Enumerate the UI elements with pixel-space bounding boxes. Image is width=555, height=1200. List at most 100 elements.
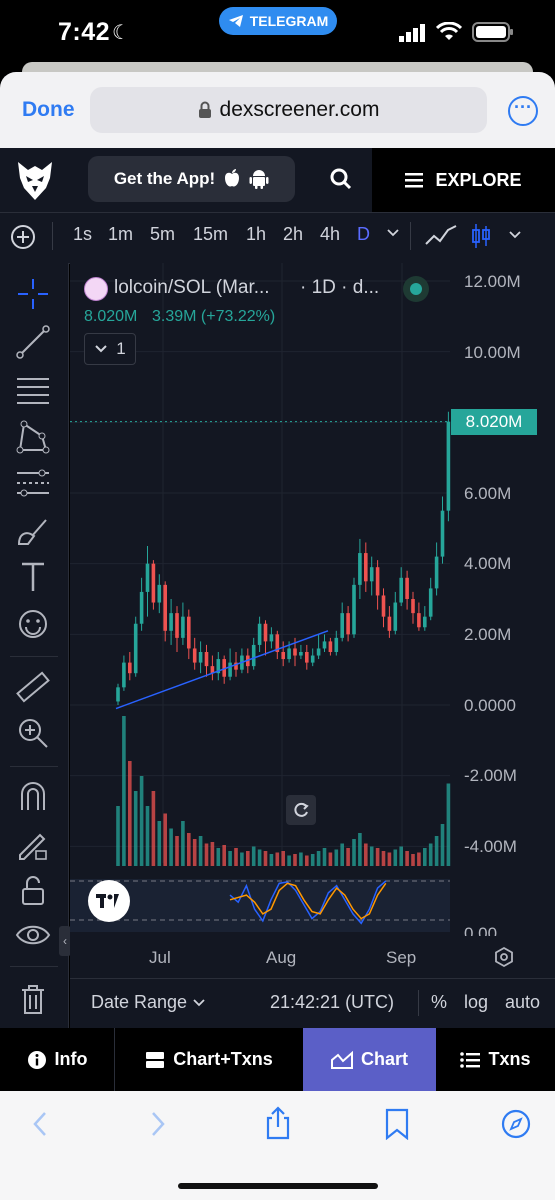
timeframe-4h[interactable]: 4h: [320, 224, 341, 244]
candle-body: [181, 616, 185, 638]
tools-divider: [10, 656, 58, 657]
candle-body: [257, 623, 262, 645]
get-app-label: Get the App!: [113, 169, 216, 188]
tab-chart[interactable]: Chart: [303, 1028, 436, 1091]
x-axis-label: Jul: [149, 948, 171, 967]
volume-bar: [116, 806, 120, 866]
pair-name[interactable]: lolcoin/SOL (Mar...: [114, 277, 270, 298]
timeframe-5m[interactable]: 5m: [150, 224, 176, 244]
volume-bar: [145, 806, 150, 866]
date-range-button[interactable]: Date Range: [91, 992, 205, 1013]
volume-bar: [157, 821, 162, 866]
chart-area[interactable]: [70, 263, 555, 978]
candle-body: [299, 652, 303, 656]
volume-bar: [163, 813, 167, 866]
indicators-toggle[interactable]: 1: [84, 333, 136, 365]
volume-bar: [393, 849, 398, 866]
eye-icon[interactable]: [14, 916, 52, 954]
footer-divider: [418, 990, 419, 1016]
tab-chart-label: Chart: [360, 1049, 408, 1069]
candle-body: [204, 652, 209, 667]
chevron-down-icon[interactable]: [386, 226, 400, 245]
magnet-icon[interactable]: [14, 778, 52, 816]
candle-body: [163, 584, 167, 631]
volume-bar: [399, 846, 403, 866]
safari-compass-icon[interactable]: [501, 1109, 531, 1144]
y-axis-label: 12.00M: [464, 272, 521, 291]
candle-body: [157, 584, 162, 603]
lock-drawing-icon[interactable]: [14, 825, 52, 863]
y-axis-label: 10.00M: [464, 343, 521, 362]
tab-info[interactable]: Info: [0, 1028, 114, 1091]
toolbar-divider: [410, 222, 411, 250]
done-button[interactable]: Done: [22, 98, 75, 121]
volume-bar: [198, 836, 203, 866]
area-chart-icon: [330, 1050, 353, 1069]
battery-icon: [472, 22, 514, 47]
get-app-button[interactable]: Get the App!: [88, 156, 295, 202]
crosshair-icon[interactable]: [14, 275, 52, 313]
explore-button[interactable]: EXPLORE: [372, 148, 555, 212]
lock-icon: [198, 101, 211, 118]
candles-icon[interactable]: [470, 222, 492, 255]
timeframe-15m[interactable]: 15m: [193, 224, 229, 244]
fib-levels-icon[interactable]: [14, 465, 52, 503]
volume-bar: [428, 843, 433, 866]
chart-type-chevron-icon[interactable]: [508, 228, 522, 247]
trend-line-icon[interactable]: [14, 323, 52, 361]
tab-txns[interactable]: Txns: [436, 1028, 555, 1091]
horizontal-lines-icon[interactable]: [14, 371, 52, 409]
timeframe-2h[interactable]: 2h: [283, 224, 304, 244]
brush-icon[interactable]: [14, 512, 52, 550]
reset-chart-icon[interactable]: [286, 795, 316, 825]
log-toggle[interactable]: log: [464, 992, 489, 1012]
trash-icon[interactable]: [14, 980, 52, 1018]
timeframe-1s[interactable]: 1s: [73, 224, 93, 244]
volume-bar: [263, 851, 268, 866]
percent-toggle[interactable]: %: [431, 992, 448, 1012]
search-icon[interactable]: [330, 168, 352, 195]
more-options-icon[interactable]: ···: [508, 96, 538, 126]
timeframe-1h[interactable]: 1h: [246, 224, 267, 244]
timeframe-1m[interactable]: 1m: [108, 224, 134, 244]
timeframe-d[interactable]: D: [357, 224, 370, 244]
auto-toggle[interactable]: auto: [505, 992, 541, 1012]
y-axis-label: 6.00M: [464, 484, 512, 503]
bookmarks-icon[interactable]: [384, 1108, 410, 1145]
oscillator-axis-label: 0.00: [464, 924, 498, 936]
candle-body: [423, 616, 427, 628]
chevron-down-icon: [193, 998, 205, 1006]
android-icon: [249, 170, 269, 189]
info-icon: [27, 1050, 46, 1069]
price-change: 3.39M (+73.22%): [152, 308, 276, 325]
collapse-sidebar-icon[interactable]: ‹: [59, 926, 71, 956]
add-indicator-icon[interactable]: [10, 224, 36, 255]
url-bar[interactable]: dexscreener.com: [90, 87, 487, 133]
volume-bar: [234, 848, 238, 866]
dexscreener-logo-icon[interactable]: [16, 158, 54, 207]
volume-bar: [222, 845, 226, 866]
tradingview-logo-icon[interactable]: [88, 880, 130, 922]
current-price: 8.020M: [84, 308, 138, 325]
candle-body: [116, 687, 120, 702]
back-icon[interactable]: [30, 1110, 50, 1143]
candlestick-chart[interactable]: [70, 263, 555, 978]
emoji-icon[interactable]: [14, 605, 52, 643]
candle-body: [440, 510, 445, 557]
volume-bar: [417, 852, 421, 866]
ruler-icon[interactable]: [14, 668, 52, 706]
volume-bar: [411, 854, 415, 866]
forward-icon[interactable]: [148, 1110, 168, 1143]
pattern-icon[interactable]: [14, 418, 52, 456]
chart-settings-icon[interactable]: [493, 946, 515, 973]
candle-body: [411, 599, 415, 614]
volume-bar: [175, 836, 179, 866]
telegram-pill[interactable]: TELEGRAM: [219, 7, 337, 35]
share-icon[interactable]: [264, 1106, 292, 1145]
tab-chart-txns[interactable]: Chart+Txns: [115, 1028, 303, 1091]
unlock-icon[interactable]: [14, 872, 52, 910]
zoom-in-icon[interactable]: [14, 714, 52, 752]
line-chart-icon[interactable]: [424, 224, 458, 253]
text-icon[interactable]: [14, 558, 52, 596]
telegram-label: TELEGRAM: [249, 13, 329, 29]
